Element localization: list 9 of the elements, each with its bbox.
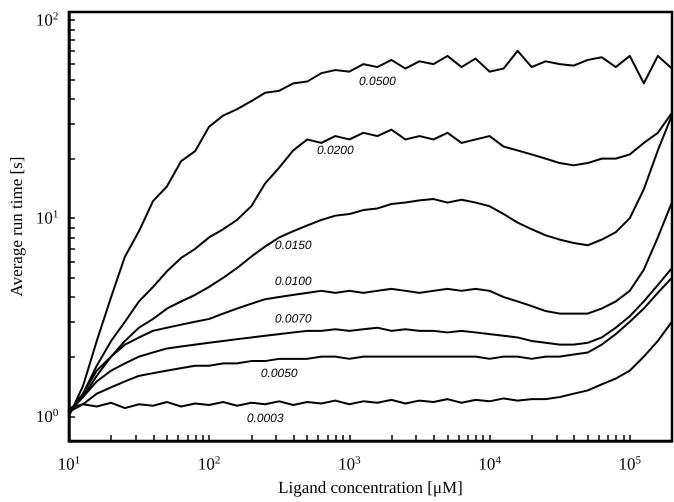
series-label: 0.0200 xyxy=(316,143,354,158)
y-axis-title: Average run time [s] xyxy=(7,156,26,296)
series-label: 0.0100 xyxy=(274,274,312,288)
x-axis-title: Ligand concentration [μM] xyxy=(278,478,463,497)
series-label: 0.0050 xyxy=(260,366,298,380)
series-label: 0.0070 xyxy=(274,311,312,326)
series-label: 0.0003 xyxy=(246,411,284,426)
series-label: 0.0150 xyxy=(274,238,312,252)
series-label: 0.0500 xyxy=(359,74,396,88)
